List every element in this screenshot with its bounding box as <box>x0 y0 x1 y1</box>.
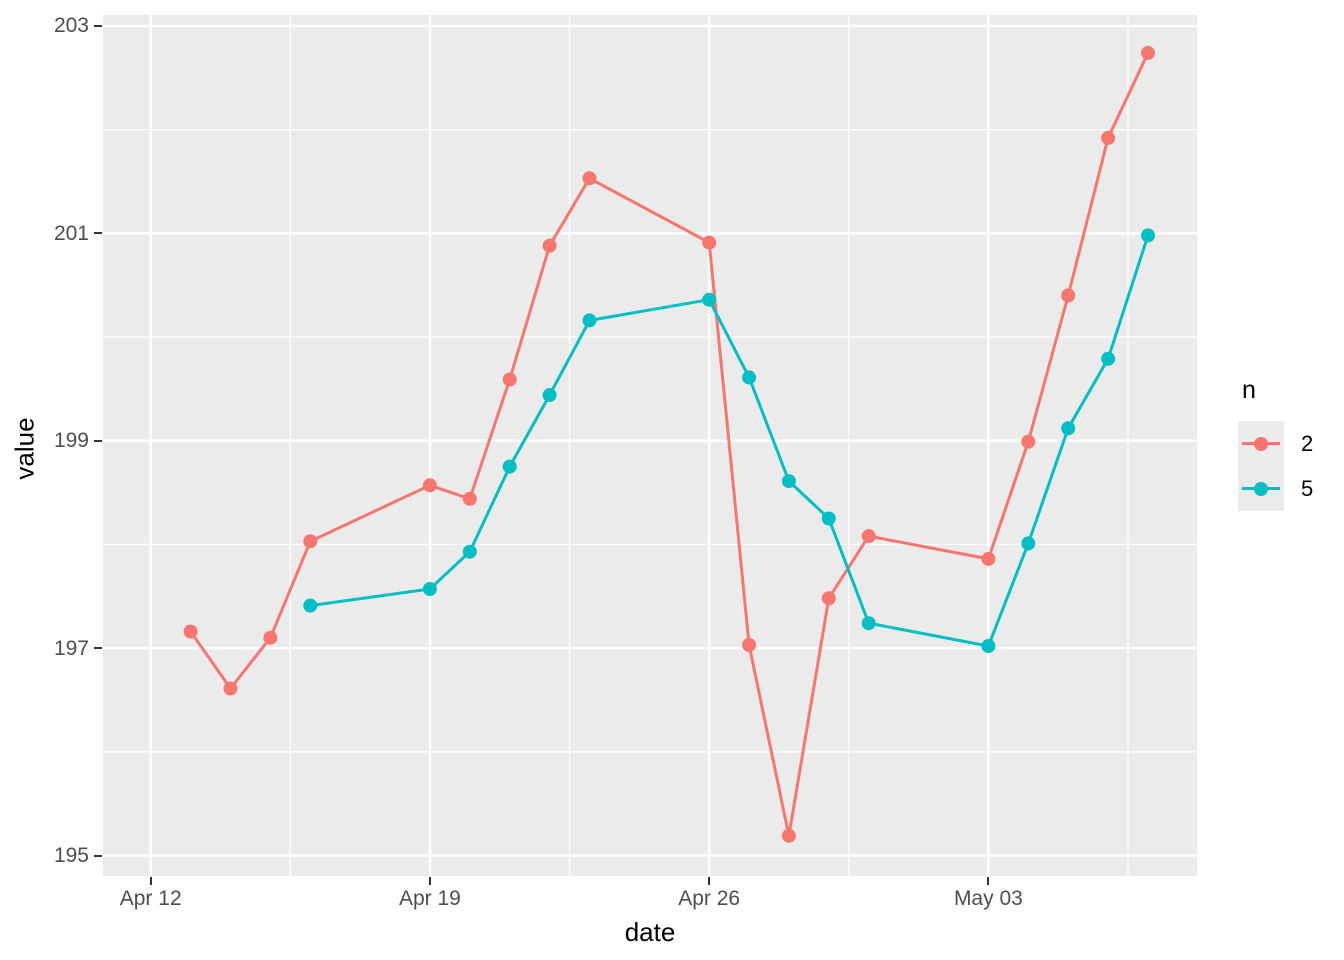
data-point-n5 <box>702 292 717 307</box>
x-tick-mark <box>708 877 711 885</box>
data-point-n5 <box>1141 228 1155 243</box>
legend-key-dot <box>1254 436 1268 451</box>
series-line-5 <box>308 233 1150 648</box>
data-point-n2 <box>821 591 836 606</box>
data-point-n5 <box>981 639 996 653</box>
data-point-n5 <box>582 313 597 328</box>
legend-entry-5: 5 <box>1238 466 1344 511</box>
data-point-n2 <box>981 551 996 566</box>
data-point-n5 <box>1101 351 1116 366</box>
data-point-n5 <box>1021 536 1036 551</box>
data-point-n2 <box>542 238 557 253</box>
plot-panel <box>103 15 1197 876</box>
legend-label: 5 <box>1301 475 1314 501</box>
data-point-n2 <box>462 491 477 506</box>
y-tick-label: 195 <box>53 844 89 867</box>
x-axis-title: date <box>624 917 676 947</box>
legend-key-swatch <box>1238 421 1284 466</box>
data-point-n5 <box>303 598 318 613</box>
data-point-n2 <box>1061 288 1076 303</box>
legend-entry-2: 2 <box>1238 421 1344 466</box>
data-point-n5 <box>462 544 477 559</box>
data-point-n2 <box>1141 45 1155 60</box>
data-point-n2 <box>861 529 876 544</box>
data-point-n5 <box>861 616 876 631</box>
legend-title: n <box>1242 376 1256 404</box>
chart-svg <box>103 15 1197 876</box>
legend-label: 2 <box>1301 430 1314 456</box>
series-line-2 <box>189 51 1150 838</box>
data-point-n2 <box>582 171 597 186</box>
data-point-n2 <box>502 372 517 387</box>
y-tick-mark <box>94 24 102 27</box>
data-point-n5 <box>821 511 836 526</box>
data-point-n2 <box>223 681 238 696</box>
x-tick-mark <box>987 877 990 885</box>
data-point-n2 <box>781 828 796 843</box>
data-point-n2 <box>422 478 437 493</box>
data-point-n5 <box>1061 421 1076 436</box>
data-point-n2 <box>1021 434 1036 449</box>
data-point-n2 <box>742 638 757 652</box>
data-point-n2 <box>1101 130 1116 145</box>
x-tick-label: Apr 12 <box>119 887 182 910</box>
data-point-n2 <box>303 534 318 549</box>
data-point-n2 <box>263 630 278 645</box>
legend-key-swatch <box>1238 466 1284 511</box>
data-point-n5 <box>422 582 437 596</box>
x-tick-label: Apr 19 <box>398 887 461 910</box>
data-point-n2 <box>183 624 198 639</box>
x-tick-mark <box>428 877 431 885</box>
data-point-n5 <box>781 474 796 489</box>
y-tick-mark <box>94 647 102 650</box>
legend-key-dot <box>1254 481 1268 496</box>
y-axis-title: value <box>9 417 40 480</box>
y-tick-mark <box>94 232 102 235</box>
y-tick-mark <box>94 854 102 857</box>
y-tick-mark <box>94 439 102 442</box>
data-point-n5 <box>542 388 557 403</box>
data-point-n5 <box>742 370 757 385</box>
data-point-n2 <box>702 235 717 250</box>
y-tick-label: 203 <box>53 14 89 38</box>
x-tick-label: Apr 26 <box>678 887 741 910</box>
x-tick-mark <box>149 877 152 885</box>
x-tick-label: May 03 <box>953 887 1023 910</box>
data-point-n5 <box>502 459 517 474</box>
